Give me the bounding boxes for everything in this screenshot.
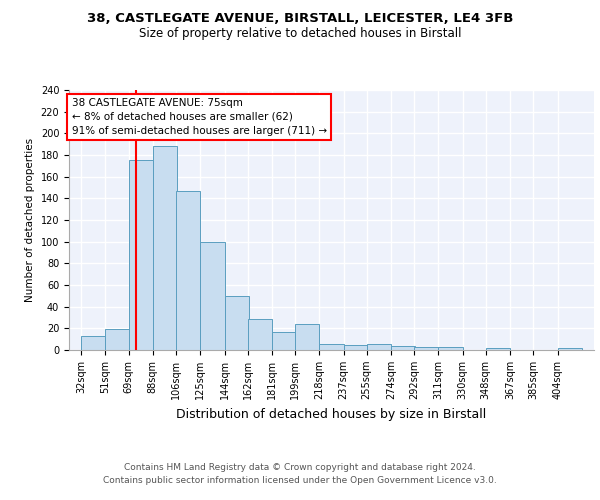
Bar: [344, 344, 368, 350]
Bar: [248, 318, 272, 350]
Bar: [224, 296, 249, 350]
Y-axis label: Number of detached properties: Number of detached properties: [25, 138, 35, 302]
Bar: [414, 347, 439, 350]
Bar: [272, 332, 296, 350]
Text: 38 CASTLEGATE AVENUE: 75sqm
← 8% of detached houses are smaller (62)
91% of semi: 38 CASTLEGATE AVENUE: 75sqm ← 8% of deta…: [71, 98, 327, 136]
Bar: [295, 324, 319, 350]
Text: 38, CASTLEGATE AVENUE, BIRSTALL, LEICESTER, LE4 3FB: 38, CASTLEGATE AVENUE, BIRSTALL, LEICEST…: [87, 12, 513, 26]
Bar: [367, 344, 391, 350]
Text: Contains HM Land Registry data © Crown copyright and database right 2024.: Contains HM Land Registry data © Crown c…: [124, 464, 476, 472]
Bar: [176, 190, 200, 350]
Text: Size of property relative to detached houses in Birstall: Size of property relative to detached ho…: [139, 28, 461, 40]
Bar: [200, 242, 224, 350]
Text: Contains public sector information licensed under the Open Government Licence v3: Contains public sector information licen…: [103, 476, 497, 485]
Bar: [153, 146, 177, 350]
Bar: [439, 347, 463, 350]
Bar: [128, 160, 153, 350]
Bar: [319, 344, 344, 350]
Bar: [106, 330, 130, 350]
Bar: [486, 348, 510, 350]
X-axis label: Distribution of detached houses by size in Birstall: Distribution of detached houses by size …: [176, 408, 487, 420]
Bar: [391, 346, 415, 350]
Bar: [81, 336, 106, 350]
Bar: [557, 348, 582, 350]
